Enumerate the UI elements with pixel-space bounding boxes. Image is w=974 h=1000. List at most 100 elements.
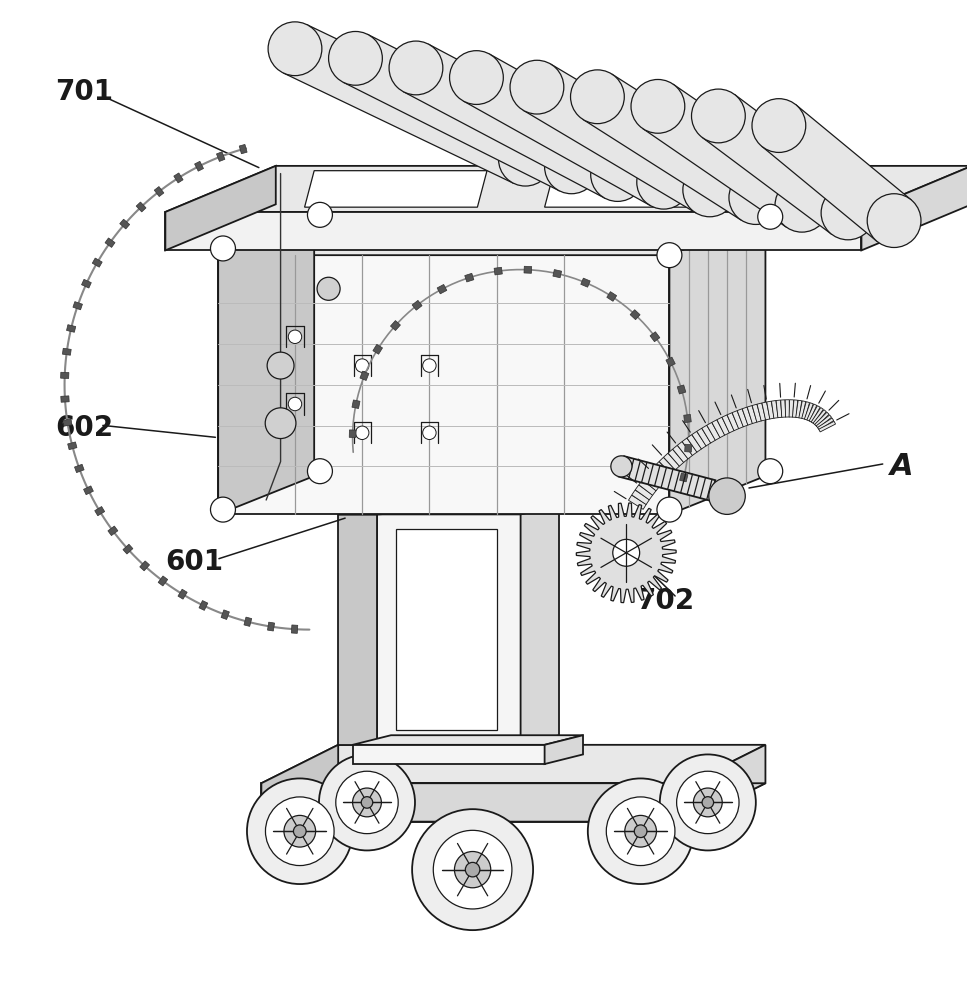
- Polygon shape: [373, 344, 383, 354]
- Polygon shape: [344, 34, 583, 191]
- Polygon shape: [687, 435, 701, 452]
- Polygon shape: [377, 514, 521, 745]
- Polygon shape: [806, 404, 817, 421]
- Circle shape: [265, 408, 296, 439]
- Polygon shape: [762, 402, 770, 420]
- Circle shape: [656, 243, 682, 268]
- Polygon shape: [663, 453, 680, 470]
- Polygon shape: [712, 420, 725, 438]
- Polygon shape: [360, 371, 369, 380]
- Polygon shape: [684, 414, 692, 423]
- Polygon shape: [647, 471, 663, 486]
- Circle shape: [318, 277, 340, 300]
- Polygon shape: [268, 622, 275, 631]
- Polygon shape: [811, 408, 823, 424]
- Polygon shape: [771, 401, 778, 418]
- Polygon shape: [338, 514, 377, 745]
- Polygon shape: [728, 413, 739, 431]
- Polygon shape: [261, 745, 338, 822]
- Circle shape: [433, 830, 512, 909]
- Polygon shape: [655, 462, 671, 478]
- Polygon shape: [668, 449, 684, 466]
- Circle shape: [631, 79, 685, 133]
- Circle shape: [624, 815, 656, 847]
- Circle shape: [659, 754, 756, 850]
- Text: 602: 602: [55, 414, 113, 442]
- Polygon shape: [781, 400, 786, 417]
- Polygon shape: [154, 187, 164, 197]
- Polygon shape: [240, 144, 247, 154]
- Polygon shape: [353, 745, 544, 764]
- Circle shape: [775, 178, 829, 232]
- Polygon shape: [809, 406, 820, 422]
- Polygon shape: [60, 372, 69, 378]
- Polygon shape: [805, 403, 813, 420]
- Polygon shape: [689, 745, 766, 822]
- Polygon shape: [767, 401, 774, 419]
- Circle shape: [288, 330, 302, 344]
- Polygon shape: [650, 332, 659, 342]
- Circle shape: [267, 352, 294, 379]
- Circle shape: [510, 60, 564, 114]
- Polygon shape: [666, 357, 675, 367]
- Polygon shape: [218, 217, 315, 514]
- Circle shape: [356, 426, 369, 440]
- Polygon shape: [682, 438, 697, 455]
- Polygon shape: [630, 310, 640, 320]
- Polygon shape: [544, 171, 727, 207]
- Circle shape: [353, 788, 382, 817]
- Polygon shape: [796, 400, 802, 418]
- Polygon shape: [577, 503, 676, 603]
- Polygon shape: [789, 400, 794, 417]
- Polygon shape: [60, 396, 69, 402]
- Circle shape: [611, 456, 632, 477]
- Polygon shape: [752, 404, 762, 422]
- Polygon shape: [583, 74, 770, 220]
- Polygon shape: [108, 526, 118, 536]
- Polygon shape: [173, 173, 183, 183]
- Polygon shape: [178, 589, 187, 599]
- Polygon shape: [199, 601, 207, 610]
- Circle shape: [677, 771, 739, 834]
- Polygon shape: [607, 292, 617, 301]
- Polygon shape: [218, 255, 669, 514]
- Circle shape: [683, 163, 736, 217]
- Circle shape: [389, 41, 443, 95]
- Polygon shape: [291, 625, 298, 633]
- Polygon shape: [639, 480, 656, 495]
- Circle shape: [634, 825, 647, 838]
- Polygon shape: [717, 417, 730, 435]
- Circle shape: [361, 797, 373, 808]
- Circle shape: [247, 778, 353, 884]
- Circle shape: [758, 459, 783, 484]
- Circle shape: [758, 204, 783, 229]
- Polygon shape: [802, 402, 809, 419]
- Polygon shape: [544, 735, 583, 764]
- Circle shape: [210, 236, 236, 261]
- Polygon shape: [814, 412, 829, 427]
- Polygon shape: [643, 475, 659, 491]
- Circle shape: [266, 797, 334, 866]
- Polygon shape: [659, 457, 675, 474]
- Circle shape: [729, 171, 783, 224]
- Polygon shape: [123, 544, 132, 554]
- Polygon shape: [120, 219, 130, 229]
- Circle shape: [499, 132, 552, 186]
- Polygon shape: [521, 505, 559, 745]
- Circle shape: [268, 22, 321, 76]
- Circle shape: [284, 815, 316, 847]
- Circle shape: [328, 31, 383, 85]
- Circle shape: [867, 194, 921, 247]
- Text: 702: 702: [636, 587, 693, 615]
- Polygon shape: [62, 348, 71, 355]
- Polygon shape: [742, 407, 753, 425]
- Circle shape: [356, 359, 369, 372]
- Polygon shape: [244, 617, 251, 626]
- Polygon shape: [732, 411, 743, 429]
- Circle shape: [821, 186, 875, 240]
- Polygon shape: [618, 456, 715, 501]
- Polygon shape: [523, 64, 724, 213]
- Polygon shape: [722, 415, 734, 433]
- Polygon shape: [747, 406, 757, 424]
- Polygon shape: [702, 94, 864, 234]
